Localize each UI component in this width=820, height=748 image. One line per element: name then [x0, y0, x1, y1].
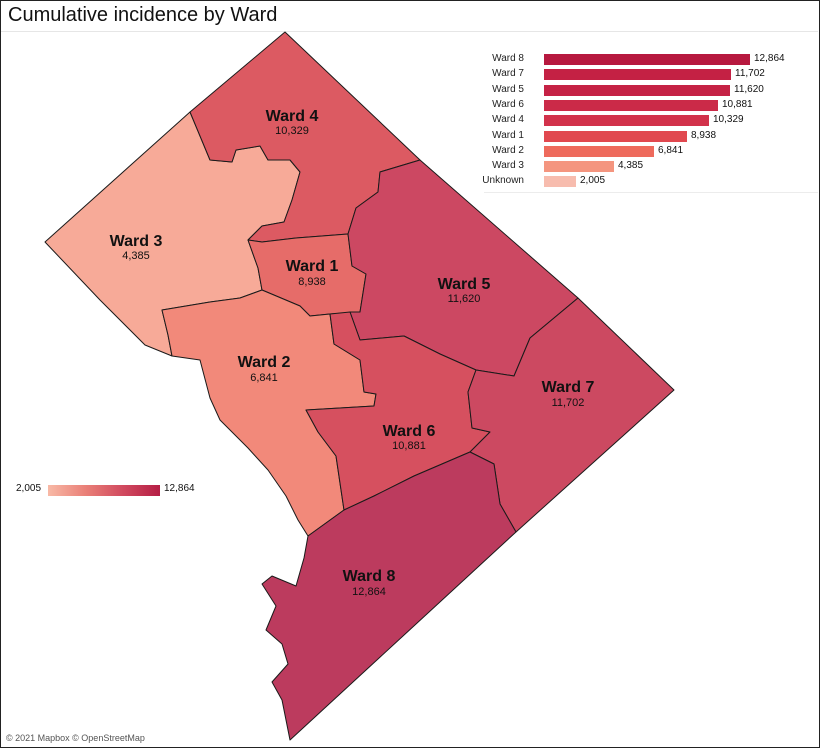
ward-2-value: 6,841: [250, 372, 278, 384]
ward-label-3: Ward 3 4,385: [110, 233, 163, 262]
bar-row[interactable]: Unknown 2,005: [482, 174, 818, 189]
bar-category-label: Ward 8: [492, 53, 524, 64]
bar[interactable]: [544, 145, 654, 157]
bar-row[interactable]: Ward 2 6,841: [484, 144, 818, 159]
bar-category-label: Ward 7: [492, 68, 524, 80]
ward-6-value: 10,881: [392, 440, 426, 452]
bar-value-label: 6,841: [658, 144, 684, 156]
ward-label-8: Ward 8 12,864: [343, 568, 396, 598]
bar[interactable]: [544, 84, 730, 96]
bar-category-label: Ward 4: [492, 114, 524, 126]
bar[interactable]: [544, 130, 687, 142]
legend-max-label: 12,864: [164, 483, 195, 494]
bar[interactable]: [544, 176, 576, 188]
ward-3-name: Ward 3: [110, 233, 163, 250]
ward-6-name: Ward 6: [383, 423, 436, 440]
ward-2-name: Ward 2: [238, 354, 291, 371]
bar[interactable]: [544, 161, 614, 173]
ward-5-value: 11,620: [448, 293, 481, 305]
ward-label-4: Ward 4 10,329: [266, 108, 319, 137]
ward-8-value: 12,864: [352, 586, 386, 598]
bar-value-label: 10,881: [722, 98, 753, 110]
bar-row[interactable]: Ward 1 8,938: [484, 129, 818, 144]
ward-7-name: Ward 7: [542, 379, 595, 396]
bar-category-label: Ward 6: [492, 98, 524, 110]
bar-value-label: 10,329: [713, 114, 744, 126]
bar-row[interactable]: Ward 4 10,329: [484, 113, 818, 128]
ward-7-value: 11,702: [552, 397, 585, 409]
bar[interactable]: [544, 54, 750, 65]
bar-category-label: Ward 2: [492, 144, 524, 156]
bar-category-label: Ward 1: [492, 129, 524, 141]
bar-row[interactable]: Ward 5 11,620: [484, 83, 818, 98]
ward-4-name: Ward 4: [266, 108, 319, 125]
ward-label-7: Ward 7 11,702: [542, 379, 595, 409]
ward-3-value: 4,385: [122, 250, 150, 262]
bar-value-label: 12,864: [754, 53, 785, 64]
color-legend: 2,005 12,864: [16, 482, 216, 500]
bar-row[interactable]: Ward 8 12,864: [484, 52, 818, 67]
bar-chart-divider: [484, 192, 818, 193]
bar-row[interactable]: Ward 6 10,881: [484, 98, 818, 113]
legend-gradient: [48, 485, 160, 496]
ward-label-1: Ward 1 8,938: [286, 258, 339, 288]
map-attribution: © 2021 Mapbox © OpenStreetMap: [6, 733, 145, 743]
bar-row[interactable]: Ward 3 4,385: [484, 159, 818, 174]
ward-1-value: 8,938: [298, 276, 326, 288]
title-divider: [1, 31, 818, 32]
bar[interactable]: [544, 69, 731, 81]
bar-value-label: 8,938: [691, 129, 717, 141]
bar[interactable]: [544, 115, 709, 127]
bar-category-label: Unknown: [482, 175, 524, 187]
ward-label-6: Ward 6 10,881: [383, 423, 436, 452]
ward-5-name: Ward 5: [438, 276, 491, 293]
page-title: Cumulative incidence by Ward: [8, 4, 278, 26]
bar-value-label: 11,620: [734, 83, 764, 95]
ward-1-name: Ward 1: [286, 258, 339, 275]
ward-8-area[interactable]: [261, 451, 517, 741]
bar-category-label: Ward 5: [492, 83, 524, 95]
ward-label-2: Ward 2 6,841: [238, 354, 291, 384]
bar-value-label: 2,005: [580, 175, 606, 187]
bar-value-label: 11,702: [735, 68, 765, 80]
bar-value-label: 4,385: [618, 160, 644, 172]
ward-8-name: Ward 8: [343, 568, 396, 585]
ward-bar-chart: Ward 8 12,864 Ward 7 11,702 Ward 5 11,620 Ward…: [482, 52, 818, 194]
ward-label-5: Ward 5 11,620: [438, 276, 491, 305]
legend-min-label: 2,005: [16, 483, 42, 494]
bar[interactable]: [544, 99, 718, 111]
ward-4-value: 10,329: [275, 125, 309, 137]
bar-category-label: Ward 3: [492, 160, 524, 172]
bar-row[interactable]: Ward 7 11,702: [484, 67, 818, 82]
